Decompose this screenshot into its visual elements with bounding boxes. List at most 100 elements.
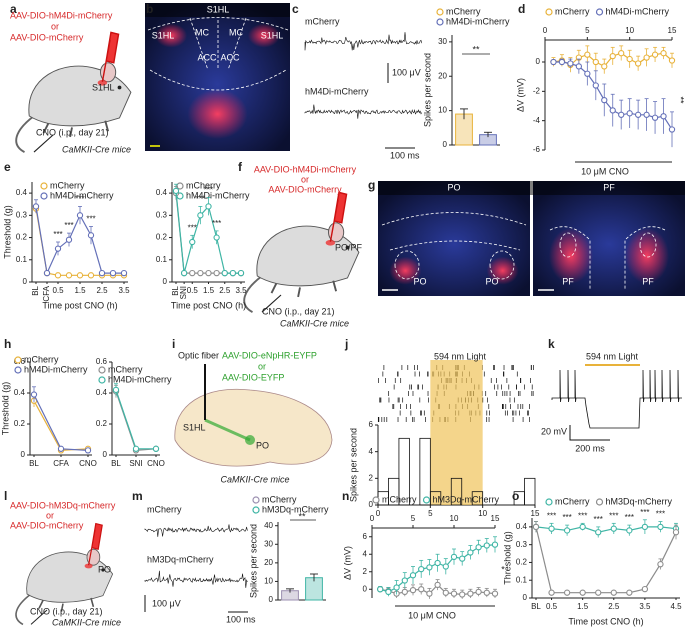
data-point: [172, 187, 180, 195]
legend-label: hM4Di-mCherry: [108, 374, 172, 384]
label-text: CNO (i.p., day 21): [30, 606, 103, 616]
label-text: CNO (i.p., day 21): [36, 127, 109, 137]
data-point: [643, 111, 650, 118]
mouse-legs: [270, 280, 338, 298]
y-tick-label: 0.4: [96, 388, 108, 397]
injection-site: [84, 563, 93, 569]
region-outline: [381, 212, 666, 290]
legend-marker: [14, 366, 22, 374]
data-point: [563, 527, 571, 534]
series-line: [115, 389, 156, 450]
scale-bar: [385, 63, 415, 149]
annotation: 10 μM CNO: [581, 166, 629, 176]
legend-marker: [40, 192, 48, 200]
x-tick-label: 1.5: [577, 602, 589, 611]
data-point: [76, 272, 84, 279]
label-text: PO: [98, 564, 111, 574]
significance: ***: [547, 511, 556, 520]
injection-site: [97, 79, 108, 86]
data-point: [641, 585, 649, 593]
mouse-drawing: [243, 191, 360, 313]
label-text: 100 μV: [392, 67, 421, 77]
y-tick-label: 20: [438, 71, 447, 80]
x-tick-label: 5: [585, 26, 590, 35]
y-tick-label: 4: [363, 549, 368, 558]
panel-letter: j: [344, 337, 348, 351]
label-text: AAV-DIO-EYFP: [222, 372, 284, 382]
data-point: [120, 269, 128, 277]
chart-title: 594 nm Light: [434, 351, 487, 361]
y-tick-label: 0.6: [96, 357, 108, 366]
data-point: [418, 586, 425, 593]
label-text: MC: [229, 27, 243, 37]
panel-letter: i: [172, 337, 175, 351]
significance: ***: [640, 508, 649, 517]
y-axis-label: Spikes per second: [248, 524, 258, 598]
x-tick-label: BL: [531, 602, 541, 611]
data-point: [434, 581, 441, 589]
y-axis-label: ΔV (mV): [342, 546, 352, 580]
data-point: [634, 111, 642, 118]
x-tick-label: 15: [531, 509, 540, 518]
annotation: **: [472, 44, 480, 54]
x-tick-label: 2.5: [96, 286, 108, 295]
label-text: mCherry: [147, 504, 182, 514]
panel-letter: m: [132, 489, 143, 503]
voltage-trace: [304, 32, 423, 51]
label-text: hM4Di-mCherry: [305, 86, 369, 96]
x-tick-label: 0: [376, 509, 381, 518]
data-point: [483, 542, 490, 549]
data-point: [618, 111, 625, 118]
y-tick-label: 0: [536, 57, 541, 66]
panel-letter: b: [146, 2, 153, 16]
mouse-tail: [15, 593, 32, 626]
cno-arrow: [30, 609, 48, 625]
x-tick-label: 0.5: [52, 286, 64, 295]
legend-label: hM4Di-mCherry: [50, 190, 114, 200]
y-tick-label: 0: [443, 140, 448, 149]
data-point: [98, 269, 106, 277]
annotation: **: [676, 96, 685, 104]
data-point: [651, 51, 659, 58]
significance: ***: [196, 195, 205, 204]
label-text: MC: [195, 27, 209, 37]
data-point: [65, 272, 73, 279]
data-point: [189, 238, 196, 246]
label-text: PF: [642, 276, 654, 286]
data-point: [459, 591, 466, 598]
label-text: ACC: [197, 52, 217, 62]
fluorescence: [187, 89, 248, 139]
y-tick-label: 0.1: [516, 575, 528, 584]
data-point: [595, 589, 602, 596]
legend-marker: [98, 376, 106, 384]
label-text: 594 nm Light: [586, 351, 639, 361]
data-point: [651, 114, 659, 121]
header-band: [145, 3, 290, 17]
label-text: 100 ms: [226, 614, 256, 624]
x-tick-label: 0.5: [546, 602, 558, 611]
cno-arrow: [33, 134, 54, 153]
data-point: [57, 445, 65, 452]
y-tick-label: 6: [363, 532, 368, 541]
x-tick-label: SNI: [129, 459, 142, 468]
data-point: [668, 126, 676, 133]
panel-letter: e: [4, 160, 11, 174]
legend-label: hM4Di-mCherry: [186, 190, 250, 200]
significance: ***: [204, 186, 213, 195]
x-tick-label: 0.5: [187, 286, 199, 295]
label-text: PF: [603, 182, 615, 192]
y-tick-label: 0.2: [14, 419, 26, 428]
voltage-trace: [551, 369, 682, 429]
y-axis-label: Threshold (g): [2, 205, 12, 259]
data-point: [610, 525, 617, 532]
y-tick-label: 30: [438, 37, 447, 46]
significance: ***: [86, 215, 95, 224]
data-point: [221, 269, 228, 277]
legend-marker: [436, 8, 444, 16]
label-text: PF: [562, 276, 574, 286]
label-text: S1HL: [261, 30, 284, 40]
data-point: [87, 232, 95, 239]
x-tick-label: CNO: [79, 459, 97, 468]
legend-label: mCherry: [262, 494, 297, 504]
data-point: [229, 269, 237, 277]
